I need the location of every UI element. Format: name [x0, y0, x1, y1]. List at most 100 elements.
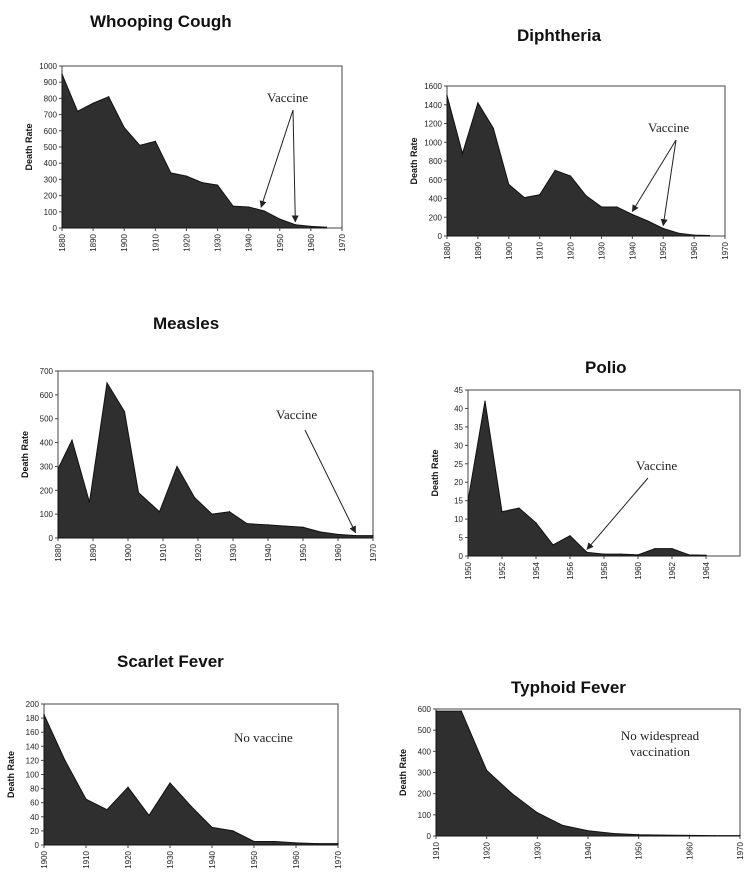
y-tick-label: 200	[418, 790, 432, 799]
vaccine-arrow	[291, 109, 299, 223]
data-point	[148, 814, 150, 816]
y-tick-label: 30	[454, 441, 463, 450]
data-point	[106, 382, 108, 384]
x-tick-label: 1960	[634, 561, 643, 579]
y-tick-label: 60	[30, 799, 39, 808]
data-point	[620, 553, 622, 555]
data-point	[263, 210, 265, 212]
vaccine-arrow	[631, 139, 677, 213]
y-tick-label: 1000	[39, 62, 57, 71]
x-tick-label: 1920	[182, 233, 191, 251]
data-point	[64, 759, 66, 762]
data-point	[246, 523, 248, 525]
data-point	[211, 826, 213, 828]
x-tick-label: 1900	[120, 233, 129, 251]
data-point	[325, 226, 328, 228]
data-point	[518, 507, 520, 509]
x-tick-label: 1910	[536, 241, 545, 259]
y-tick-label: 0	[53, 224, 58, 233]
data-point	[267, 524, 269, 526]
data-point	[123, 410, 126, 413]
x-tick-label: 1880	[443, 241, 452, 259]
data-point	[460, 710, 462, 712]
data-point	[354, 535, 357, 537]
data-point	[585, 195, 587, 197]
x-tick-label: 1940	[584, 841, 593, 859]
data-point	[678, 232, 680, 234]
y-tick-label: 80	[30, 785, 39, 794]
y-tick-label: 300	[418, 769, 432, 778]
y-tick-label: 0	[459, 552, 464, 561]
x-tick-label: 1920	[567, 241, 576, 259]
data-point	[211, 513, 213, 515]
x-tick-label: 1940	[208, 850, 217, 868]
data-point	[511, 793, 513, 795]
x-tick-label: 1890	[89, 543, 98, 561]
data-point	[484, 400, 486, 402]
chart-title: Diphtheria	[517, 26, 602, 45]
data-point	[435, 710, 437, 712]
x-tick-label: 1940	[264, 543, 273, 561]
data-point	[169, 782, 171, 784]
data-point	[337, 842, 339, 845]
y-tick-label: 400	[429, 195, 443, 204]
annotation-label: Vaccine	[267, 90, 308, 105]
data-point	[603, 553, 605, 555]
x-tick-label: 1958	[600, 561, 609, 579]
y-tick-label: 0	[438, 232, 443, 241]
data-point	[688, 834, 690, 836]
y-axis-label: Death Rate	[398, 749, 408, 796]
y-tick-label: 600	[40, 391, 54, 400]
data-point	[631, 213, 633, 216]
data-point	[569, 535, 571, 537]
annotation-label: No widespread vaccination	[621, 728, 700, 759]
y-tick-label: 400	[40, 439, 54, 448]
data-point	[562, 824, 564, 827]
data-point	[663, 834, 665, 836]
vaccine-arrow	[586, 477, 649, 550]
x-tick-label: 1970	[338, 233, 347, 251]
x-tick-label: 1970	[721, 241, 730, 259]
x-tick-label: 1950	[299, 543, 308, 561]
y-tick-label: 100	[418, 811, 432, 820]
data-point	[461, 152, 464, 155]
data-point	[106, 809, 108, 811]
data-point	[76, 110, 79, 112]
y-tick-label: 700	[40, 367, 54, 376]
data-point	[228, 511, 231, 513]
data-point	[71, 439, 73, 441]
chart-title: Polio	[585, 358, 627, 377]
data-point	[477, 102, 479, 104]
x-tick-label: 1950	[276, 233, 285, 251]
vaccine-arrow	[304, 429, 356, 534]
data-point	[569, 175, 572, 177]
y-tick-label: 600	[418, 705, 432, 714]
x-tick-label: 1960	[334, 543, 343, 561]
data-point	[137, 492, 140, 494]
y-tick-label: 120	[26, 756, 40, 765]
x-tick-label: 1950	[659, 241, 668, 259]
x-tick-label: 1970	[334, 850, 343, 868]
data-point	[190, 805, 192, 807]
x-tick-label: 1890	[89, 233, 98, 251]
y-tick-label: 200	[44, 192, 58, 201]
y-tick-label: 1600	[424, 82, 442, 91]
data-point	[279, 218, 281, 220]
x-tick-label: 1962	[668, 561, 677, 579]
y-tick-label: 40	[454, 404, 463, 413]
data-point	[662, 227, 664, 230]
y-tick-label: 200	[26, 700, 40, 709]
y-tick-label: 800	[429, 157, 443, 166]
y-tick-label: 500	[44, 143, 58, 152]
y-tick-label: 500	[418, 726, 432, 735]
data-point	[654, 548, 656, 550]
x-tick-label: 1910	[159, 543, 168, 561]
y-tick-label: 10	[454, 515, 463, 524]
y-tick-label: 180	[26, 714, 40, 723]
chart-title: Scarlet Fever	[117, 652, 224, 671]
x-tick-label: 1920	[194, 543, 203, 561]
x-tick-label: 1910	[151, 233, 160, 251]
